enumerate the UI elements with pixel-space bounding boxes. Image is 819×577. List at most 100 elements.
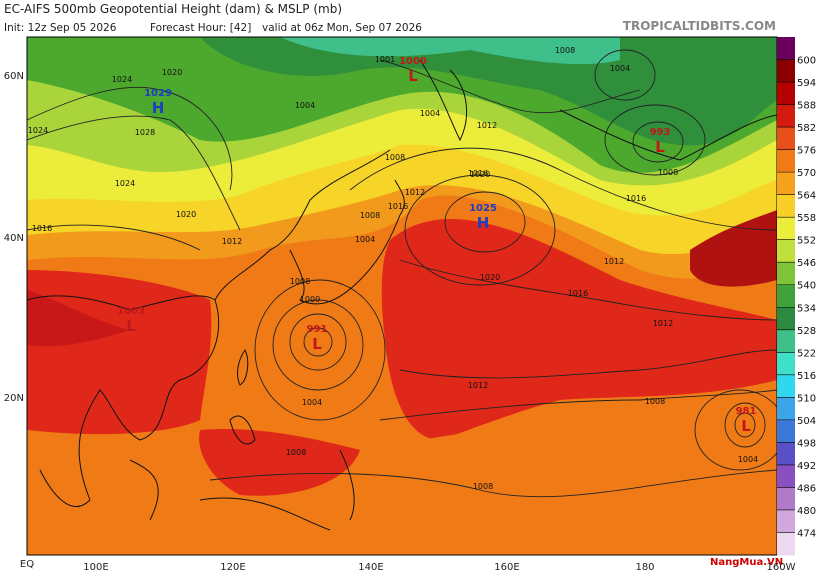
isobar-label: 1000 [300,295,320,304]
center-letter: H [477,214,490,232]
isobar-label: 1012 [222,237,242,246]
isobar-label: 1012 [477,121,497,130]
colorbar-swatch [777,419,795,443]
valid-time: valid at 06z Mon, Sep 07 2026 [262,22,422,34]
lat-label: 40N [4,233,24,244]
isobar-label: 1004 [295,101,315,110]
forecast-hour: Forecast Hour: [42] [150,22,251,34]
isobar-label: 1016 [388,202,408,211]
colorbar-label: 480 [797,506,816,517]
isobar-label: 1008 [645,397,665,406]
colorbar-label: 486 [797,483,816,494]
isobar-label: 1012 [604,257,624,266]
lon-label: 160E [494,562,519,573]
isobar-label: 1004 [355,235,375,244]
colorbar-label: 552 [797,236,816,247]
isobar-label: 1001 [375,55,395,64]
colorbar-swatch [777,239,795,263]
isobar-label: 1024 [115,179,135,188]
colorbar-label: 522 [797,348,816,359]
isobar-label: 1004 [302,398,322,407]
isobar-label: 1028 [135,128,155,137]
center-value: 991 [307,324,328,335]
isobar-label: 1016 [32,224,52,233]
isobar-label: 1020 [176,210,196,219]
colorbar-swatch [777,262,795,286]
colorbar-label: 498 [797,438,816,449]
center-letter: H [152,99,165,117]
colorbar-swatch [777,464,795,488]
lat-label: 60N [4,71,24,82]
colorbar-label: 588 [797,101,816,112]
lat-label: EQ [20,559,34,570]
colorbar-swatch [777,374,795,398]
colorbar-swatch [777,307,795,331]
lon-label: 120E [220,562,245,573]
center-value: 1003 [117,306,145,317]
center-letter: L [741,417,751,435]
colorbar-label: 564 [797,191,816,202]
colorbar-swatch [777,82,795,106]
colorbar-swatch [777,284,795,308]
title: EC-AIFS 500mb Geopotential Height (dam) … [4,2,342,16]
colorbar-swatch [777,487,795,511]
center-value: 1025 [469,203,497,214]
isobar-label: 1016 [626,194,646,203]
isobar-label: 1012 [405,188,425,197]
colorbar-swatch [777,532,795,556]
lon-label: 140E [358,562,383,573]
isobar-label: 1020 [162,68,182,77]
lon-label: 100E [83,562,108,573]
height-field [27,37,777,555]
coastlines [27,59,777,531]
isobars [27,49,777,498]
isobar-label: 1004 [738,455,758,464]
colorbar-swatch [777,217,795,241]
lon-label: 180 [635,562,654,573]
init: Init: 12z Sep 05 2026 [4,22,117,34]
center-letter: L [126,317,136,335]
colorbar-label: 558 [797,213,816,224]
colorbar-label: 516 [797,371,816,382]
isobar-label: 1008 [385,153,405,162]
isobar-label: 1016 [468,169,488,178]
colorbar-swatch [777,442,795,466]
lat-label: 20N [4,393,24,404]
center-value: 981 [736,406,757,417]
isobar-label: 1024 [28,126,48,135]
colorbar-label: 492 [797,461,816,472]
isobar-label: 1004 [420,109,440,118]
isobar-label: 1012 [468,381,488,390]
isobar-label: 1008 [555,46,575,55]
colorbar-swatch [777,59,795,83]
isobar-label: 1012 [653,319,673,328]
colorbar-label: 570 [797,168,816,179]
colorbar-swatch [777,149,795,173]
isobar-label: 1020 [480,273,500,282]
isobar-label: 1008 [286,448,306,457]
colorbar-swatch [777,397,795,421]
colorbar-label: 576 [797,146,816,157]
colorbar-label: 594 [797,78,816,89]
center-letter: L [655,138,665,156]
isobar-label: 1008 [360,211,380,220]
colorbar-label: 474 [797,528,816,539]
center-value: 993 [650,127,671,138]
colorbar-label: 600 [797,56,816,67]
center-letter: L [312,335,322,353]
colorbar: 600 594 588 582 576 570 564 558 552 546 540 534 528 5… [777,37,816,556]
isobar-label: 1016 [568,289,588,298]
colorbar-swatch [777,194,795,218]
colorbar-label: 534 [797,303,816,314]
isobar-label: 1008 [290,277,310,286]
colorbar-swatch [777,509,795,533]
colorbar-label: 504 [797,416,816,427]
center-value: 1029 [144,88,172,99]
colorbar-label: 540 [797,281,816,292]
colorbar-label: 528 [797,326,816,337]
colorbar-swatch [777,104,795,128]
colorbar-label: 510 [797,393,816,404]
watermark: NangMua.VN [710,557,783,568]
